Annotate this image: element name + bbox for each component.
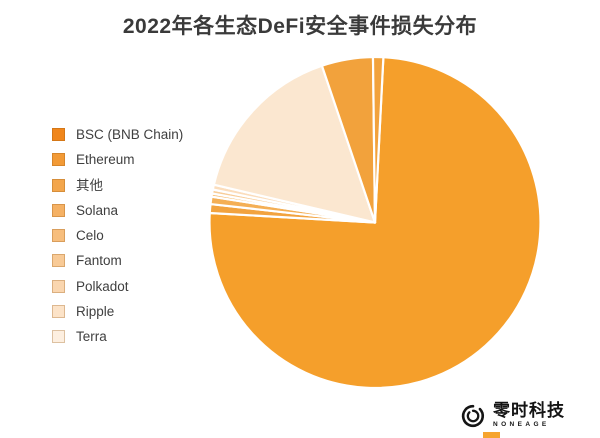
legend-swatch-solana [52, 203, 65, 217]
legend-item-label: Ethereum [76, 152, 135, 168]
legend-item-label: 其他 [76, 177, 103, 193]
legend-item-label: Polkadot [76, 278, 129, 294]
page-title: 2022年各生态DeFi安全事件损失分布 [122, 15, 478, 38]
legend-item-terra: Terra [52, 329, 183, 345]
spiral-logo-icon [460, 403, 486, 434]
legend-swatch-ripple [52, 305, 65, 319]
legend-swatch-terra [52, 330, 65, 344]
pie-slice-terra [371, 55, 385, 224]
legend-item-ethereum: Ethereum [52, 152, 183, 168]
legend-swatch-other [52, 178, 65, 192]
logo-name: 零时科技 [493, 401, 565, 420]
legend-item-other: 其他 [52, 177, 183, 193]
legend-item-bsc: BSC (BNB Chain) [52, 128, 183, 141]
noneage-logo: 零时科技 NONEAGE [460, 401, 580, 434]
legend-item-label: Solana [76, 202, 119, 218]
legend-item-label: Ripple [76, 304, 115, 320]
legend-swatch-celo [52, 229, 65, 243]
legend-item-label: Fantom [76, 253, 122, 269]
legend-item-label: BSC (BNB Chain) [76, 127, 184, 142]
legend-item-polkadot: Polkadot [52, 280, 183, 293]
legend-item-celo: Celo [52, 229, 183, 242]
legend: BSC (BNB Chain) Ethereum 其他 Solana Celo Fanto… [52, 128, 183, 345]
legend-item-label: Celo [76, 228, 104, 244]
legend-item-fantom: Fantom [52, 253, 183, 269]
legend-swatch-fantom [52, 254, 65, 268]
legend-item-ripple: Ripple [52, 305, 183, 318]
legend-item-label: Terra [76, 329, 107, 345]
legend-swatch-polkadot [52, 279, 65, 293]
partial-orange-graphic [483, 432, 500, 438]
legend-item-solana: Solana [52, 204, 183, 217]
legend-swatch-ethereum [52, 153, 65, 167]
legend-swatch-bsc [52, 128, 65, 141]
logo-subtext: NONEAGE [493, 421, 550, 428]
